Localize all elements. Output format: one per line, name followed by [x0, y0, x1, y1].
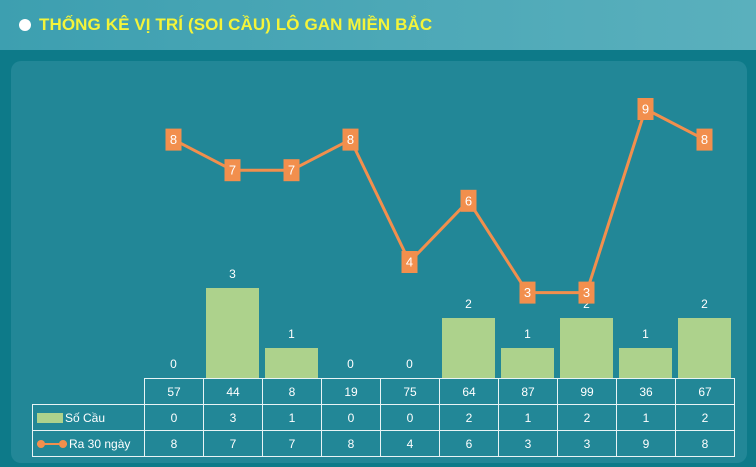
line-series [172, 107, 706, 295]
legend-bar-swatch-icon [37, 413, 63, 424]
line-value-cell: 6 [439, 430, 499, 457]
line-point-marker [696, 128, 713, 151]
line-value-label: 9 [642, 102, 649, 117]
line-value-cell: 7 [262, 430, 322, 457]
legend-label: Ra 30 ngày [69, 436, 131, 451]
legend-bar-series: Số Cầu [32, 404, 145, 431]
bar-value-cell: 0 [380, 404, 440, 431]
bar-value-label: 1 [288, 327, 295, 341]
bar [560, 318, 613, 378]
category-cell: 87 [498, 378, 558, 405]
bar-value-label: 2 [701, 297, 708, 311]
bar-value-label: 1 [642, 327, 649, 341]
category-cell: 99 [557, 378, 617, 405]
category-cell: 67 [675, 378, 735, 405]
line-value-cell: 8 [321, 430, 381, 457]
category-cell: 64 [439, 378, 499, 405]
bar-value-cell: 1 [616, 404, 676, 431]
bar [678, 318, 731, 378]
bar-value-label: 0 [347, 357, 354, 371]
line-value-label: 8 [170, 132, 177, 147]
line-value-label: 4 [406, 255, 413, 270]
line-value-label: 8 [347, 132, 354, 147]
line-value-cell: 8 [144, 430, 204, 457]
bar [501, 348, 554, 378]
category-cell: 8 [262, 378, 322, 405]
page-header: THỐNG KÊ VỊ TRÍ (SOI CẦU) LÔ GAN MIỀN BẮ… [0, 0, 756, 50]
bar-value-cell: 0 [144, 404, 204, 431]
bar-value-label: 3 [229, 267, 236, 281]
bar-value-labels: 0 3 1 0 0 2 1 2 1 2 [170, 267, 708, 371]
table-corner [32, 378, 145, 405]
category-cell: 44 [203, 378, 263, 405]
line-value-label: 8 [701, 132, 708, 147]
bar [206, 288, 259, 378]
line-value-cell: 8 [675, 430, 735, 457]
line-point-marker [283, 159, 300, 182]
bar-series [206, 288, 731, 378]
bar-value-cell: 2 [557, 404, 617, 431]
category-cell: 57 [144, 378, 204, 405]
line-point-marker [578, 281, 595, 304]
line-value-cell: 3 [557, 430, 617, 457]
line-value-cell: 3 [498, 430, 558, 457]
legend-line-marker-icon [37, 439, 67, 449]
line-value-cell: 4 [380, 430, 440, 457]
bar-value-cell: 2 [439, 404, 499, 431]
bar-value-cell: 0 [321, 404, 381, 431]
legend-label: Số Cầu [65, 410, 106, 425]
line-value-label: 7 [288, 163, 295, 178]
line-point-marker [460, 189, 477, 212]
bar-value-label: 1 [524, 327, 531, 341]
bar-value-label: 0 [406, 357, 413, 371]
line-point-marker [224, 159, 241, 182]
bar-value-label: 2 [465, 297, 472, 311]
table-row-categories: 57 44 8 19 75 64 87 99 36 67 [32, 378, 735, 405]
bar-value-label: 2 [583, 297, 590, 311]
bar [619, 348, 672, 378]
line-path [172, 107, 706, 295]
bar-value-cell: 3 [203, 404, 263, 431]
line-point-marker [342, 128, 359, 151]
category-cell: 75 [380, 378, 440, 405]
bullet-dot-icon [19, 19, 31, 31]
page-title: THỐNG KÊ VỊ TRÍ (SOI CẦU) LÔ GAN MIỀN BẮ… [39, 15, 433, 34]
line-value-label: 7 [229, 163, 236, 178]
bar [265, 348, 318, 378]
bar-value-cell: 1 [262, 404, 322, 431]
legend-line-series: Ra 30 ngày [32, 430, 145, 457]
bar-value-cell: 1 [498, 404, 558, 431]
bar-value-label: 0 [170, 357, 177, 371]
line-point-marker [165, 128, 182, 151]
line-point-marker [637, 98, 654, 120]
category-cell: 36 [616, 378, 676, 405]
line-value-label: 3 [583, 285, 590, 300]
category-cell: 19 [321, 378, 381, 405]
bar [442, 318, 495, 378]
line-value-cell: 9 [616, 430, 676, 457]
line-point-marker [401, 251, 418, 273]
line-value-cell: 7 [203, 430, 263, 457]
bar-value-cell: 2 [675, 404, 735, 431]
line-value-labels: 8 7 7 8 4 6 3 3 9 8 [165, 98, 713, 304]
line-value-label: 6 [465, 193, 472, 208]
line-point-marker [519, 281, 536, 304]
line-value-label: 3 [524, 285, 531, 300]
